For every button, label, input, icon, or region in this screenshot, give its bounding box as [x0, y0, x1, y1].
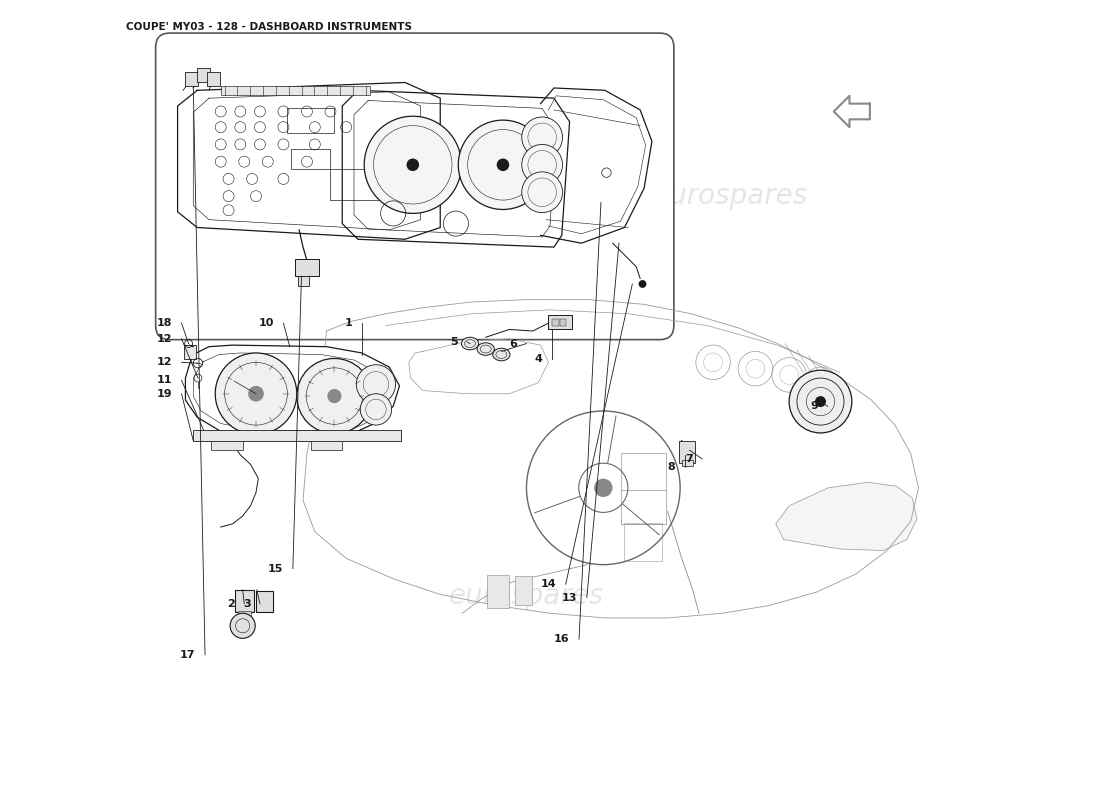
- Circle shape: [459, 120, 548, 210]
- Polygon shape: [776, 482, 917, 550]
- FancyBboxPatch shape: [155, 33, 674, 340]
- Bar: [549, 315, 572, 330]
- Text: 7: 7: [685, 454, 693, 464]
- Bar: [620, 454, 666, 524]
- Bar: [311, 441, 342, 450]
- Text: 8: 8: [668, 462, 675, 472]
- Bar: [515, 576, 532, 606]
- Bar: [680, 441, 695, 462]
- Circle shape: [497, 158, 509, 171]
- Circle shape: [521, 117, 562, 158]
- Bar: [186, 72, 198, 86]
- Circle shape: [216, 353, 297, 434]
- Text: 2: 2: [227, 599, 234, 609]
- Bar: [234, 590, 254, 612]
- Text: eurospares: eurospares: [652, 182, 807, 210]
- Bar: [197, 67, 210, 82]
- Text: eurospares: eurospares: [449, 582, 604, 610]
- Polygon shape: [540, 88, 652, 243]
- Text: 11: 11: [156, 375, 172, 386]
- Polygon shape: [302, 300, 918, 618]
- Circle shape: [639, 280, 647, 288]
- Circle shape: [297, 358, 372, 434]
- Bar: [184, 345, 196, 359]
- Circle shape: [249, 386, 264, 402]
- Text: 12: 12: [156, 358, 172, 367]
- Circle shape: [328, 389, 341, 403]
- Text: 18: 18: [156, 318, 172, 328]
- Text: eurospares: eurospares: [265, 182, 420, 210]
- Text: 6: 6: [509, 338, 517, 349]
- Circle shape: [356, 365, 396, 404]
- Bar: [287, 108, 334, 134]
- Polygon shape: [834, 96, 870, 127]
- Bar: [211, 441, 243, 450]
- Circle shape: [361, 394, 392, 425]
- Bar: [625, 523, 662, 561]
- Ellipse shape: [493, 348, 510, 361]
- Bar: [256, 591, 273, 612]
- Text: 17: 17: [180, 650, 196, 660]
- Bar: [330, 169, 393, 200]
- Bar: [295, 259, 319, 276]
- Bar: [298, 276, 309, 286]
- Bar: [194, 430, 402, 441]
- Circle shape: [815, 396, 826, 407]
- Text: 13: 13: [562, 593, 578, 602]
- Ellipse shape: [477, 342, 494, 355]
- Text: 12: 12: [156, 334, 172, 344]
- Text: 15: 15: [268, 563, 284, 574]
- Bar: [208, 72, 220, 86]
- Polygon shape: [342, 90, 570, 247]
- Text: 19: 19: [156, 389, 172, 398]
- Circle shape: [230, 614, 255, 638]
- Bar: [292, 149, 330, 169]
- Text: 10: 10: [258, 318, 274, 328]
- Text: 1: 1: [344, 318, 352, 328]
- Polygon shape: [186, 345, 399, 439]
- Text: 14: 14: [540, 579, 557, 590]
- Circle shape: [364, 116, 461, 214]
- Bar: [552, 319, 559, 326]
- Text: COUPE' MY03 - 128 - DASHBOARD INSTRUMENTS: COUPE' MY03 - 128 - DASHBOARD INSTRUMENT…: [125, 22, 411, 32]
- Circle shape: [521, 172, 562, 213]
- Circle shape: [789, 370, 851, 433]
- Text: 16: 16: [554, 634, 570, 644]
- Circle shape: [521, 145, 562, 185]
- Bar: [221, 86, 370, 95]
- Bar: [560, 319, 566, 326]
- Bar: [487, 575, 509, 608]
- Circle shape: [594, 478, 613, 497]
- Text: 9: 9: [811, 402, 818, 411]
- Circle shape: [407, 158, 419, 171]
- Polygon shape: [177, 82, 440, 239]
- Bar: [682, 459, 693, 466]
- Text: 4: 4: [535, 354, 542, 364]
- Text: 5: 5: [450, 337, 458, 347]
- Bar: [238, 611, 251, 616]
- Text: 3: 3: [243, 599, 251, 609]
- Ellipse shape: [461, 338, 478, 350]
